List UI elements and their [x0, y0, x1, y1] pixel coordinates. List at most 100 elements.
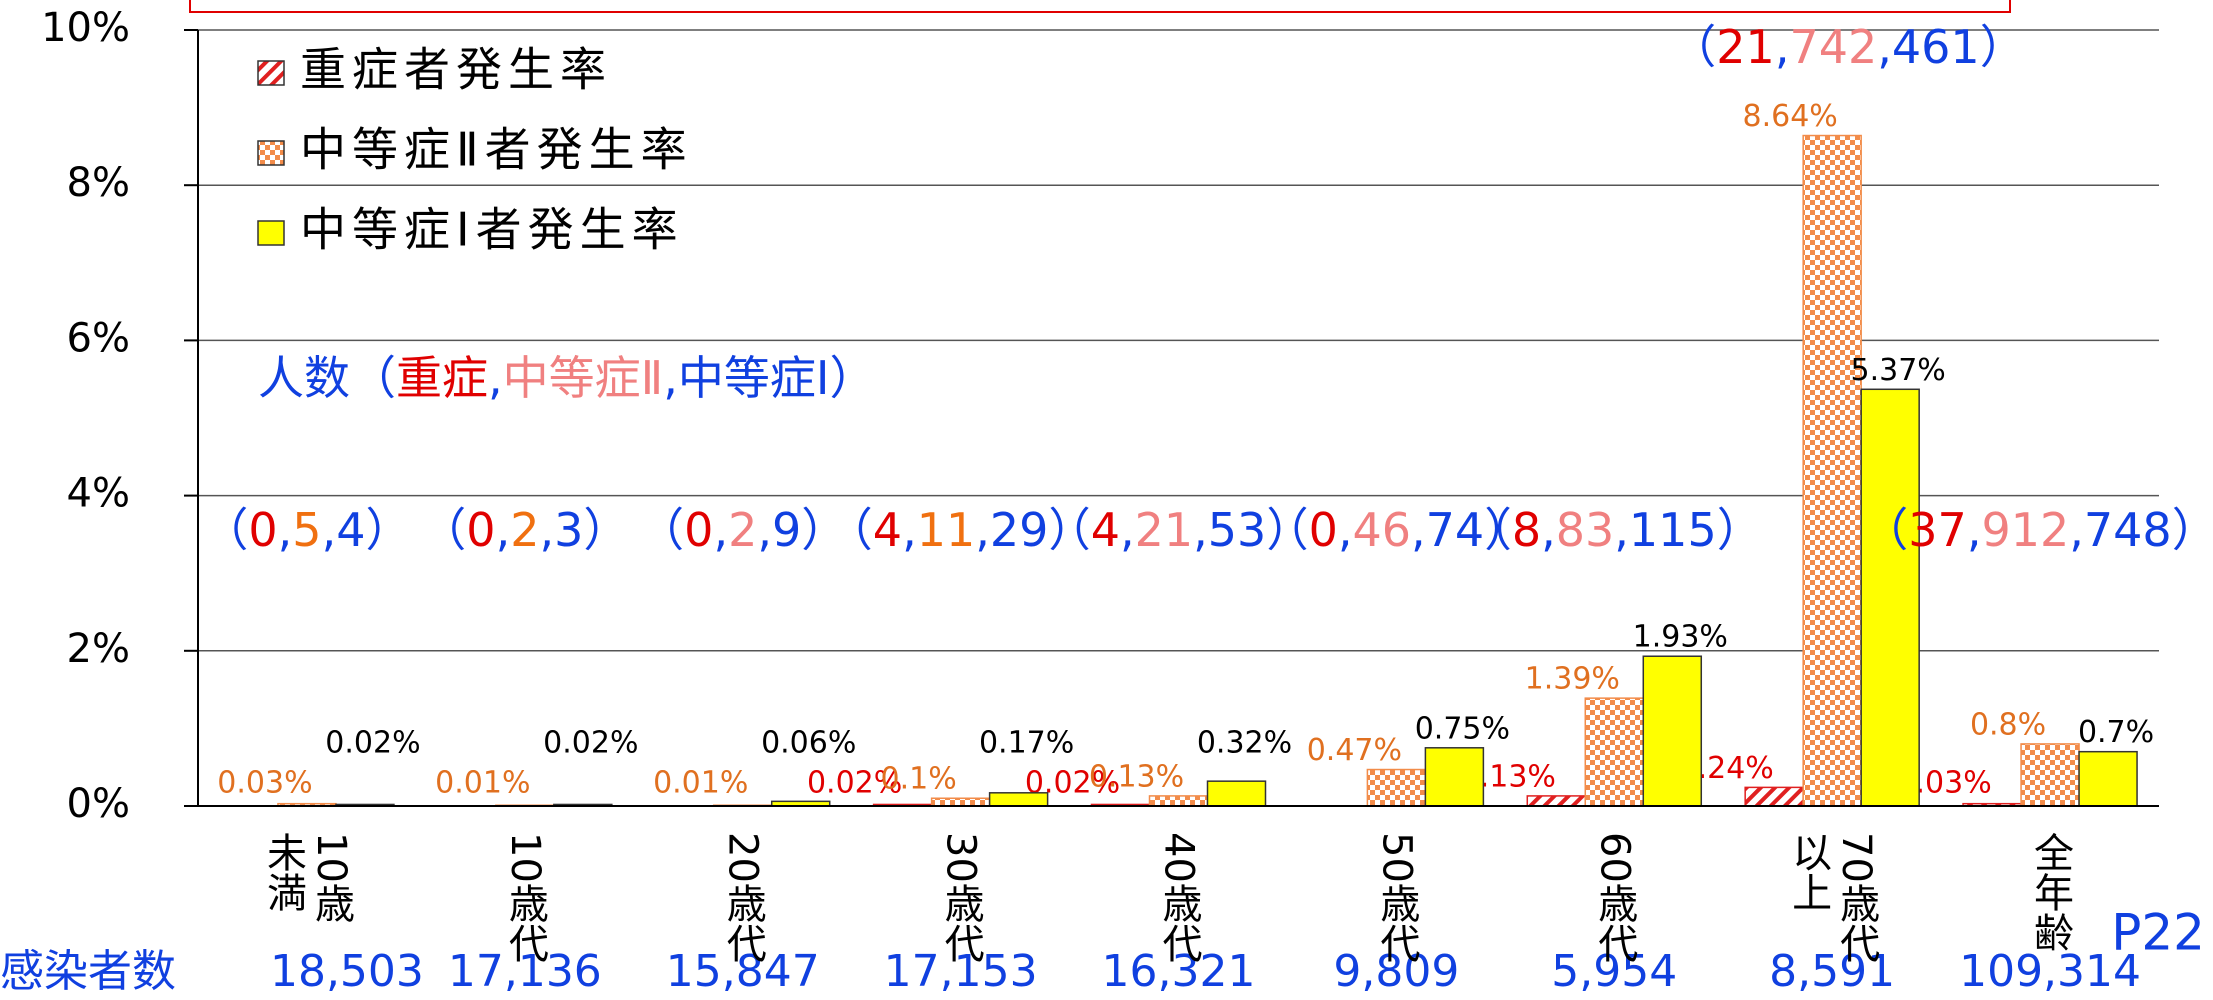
separator: ,	[902, 503, 917, 557]
bar	[1424, 747, 1485, 807]
infected-label: 感染者数	[0, 946, 176, 997]
legend-label: 重症者発生率	[300, 43, 612, 97]
count-value: 0	[248, 503, 277, 557]
count-value: 37	[1908, 503, 1967, 557]
count-value: 21	[1135, 503, 1194, 557]
count-value: 0	[466, 503, 495, 557]
data-label: 0.06%	[761, 726, 856, 761]
paren: ）	[1266, 503, 1312, 557]
count-value: 115	[1629, 503, 1717, 557]
paren: （	[1045, 503, 1091, 557]
paren: （	[1263, 503, 1309, 557]
data-label: 0.01%	[435, 766, 530, 801]
x-tick-label: 10歳 未満	[259, 832, 354, 923]
infected-count: 16,321	[1102, 946, 1256, 997]
bar	[1860, 388, 1920, 807]
bar	[1584, 697, 1645, 807]
paren: ）	[2172, 503, 2213, 557]
paren: ）	[1717, 503, 1763, 557]
data-label: 0.02%	[325, 726, 420, 761]
infected-count: 8,591	[1769, 946, 1895, 997]
paren: （	[420, 503, 466, 557]
separator: ,	[539, 503, 554, 557]
data-label: 1.39%	[1525, 662, 1620, 697]
count-value: 2	[510, 503, 539, 557]
infected-count: 5,954	[1551, 946, 1677, 997]
bar	[988, 792, 1049, 807]
separator: ,	[1411, 503, 1426, 557]
separator: ,	[496, 503, 511, 557]
paren: （	[638, 503, 684, 557]
count-group: （37,912,748）	[1862, 503, 2213, 557]
separator: ,	[1775, 20, 1790, 74]
paren: ）	[801, 503, 847, 557]
persons-note-part: ,中等症Ⅰ）	[663, 351, 875, 405]
separator: ,	[278, 503, 293, 557]
separator: ,	[1614, 503, 1629, 557]
count-value: 748	[2084, 503, 2172, 557]
count-group: （0,46,74）	[1263, 503, 1531, 557]
count-value: 742	[1789, 20, 1877, 74]
y-tick-label: 6%	[67, 315, 130, 361]
count-value: 5	[292, 503, 321, 557]
data-label: 0.75%	[1415, 711, 1510, 746]
bar	[1526, 795, 1587, 807]
paren: （	[1862, 503, 1908, 557]
count-value: 3	[554, 503, 583, 557]
infected-count: 17,153	[884, 946, 1038, 997]
count-value: 4	[1091, 503, 1120, 557]
bar	[2078, 750, 2138, 807]
paren: ）	[1980, 20, 2026, 74]
separator: ,	[1193, 503, 1208, 557]
data-label: 0.7%	[2078, 715, 2154, 750]
paren: （	[827, 503, 873, 557]
x-tick-label: 40歳代	[1155, 832, 1202, 963]
data-label: 0.02%	[543, 726, 638, 761]
count-group: （0,2,3）	[420, 503, 629, 557]
separator: ,	[322, 503, 337, 557]
infected-count: 15,847	[666, 946, 820, 997]
infected-count: 109,314	[1959, 946, 2141, 997]
legend-label: 中等症Ⅰ者発生率	[300, 203, 684, 257]
count-group: （8,83,115）	[1466, 503, 1763, 557]
legend-swatch	[257, 220, 285, 246]
count-value: 53	[1208, 503, 1267, 557]
data-label: 5.37%	[1851, 353, 1946, 388]
data-label: 0.8%	[1970, 707, 2046, 742]
x-tick-label: 全年齢	[2027, 832, 2074, 952]
count-value: 21	[1716, 20, 1775, 74]
x-tick-label: 60歳代	[1591, 832, 1638, 963]
count-group: （4,11,29）	[827, 503, 1095, 557]
count-value: 4	[336, 503, 365, 557]
count-value: 11	[917, 503, 976, 557]
separator: ,	[2069, 503, 2084, 557]
separator: ,	[1338, 503, 1353, 557]
x-tick-label: 30歳代	[937, 832, 984, 963]
separator: ,	[1877, 20, 1892, 74]
paren: （	[202, 503, 248, 557]
count-value: 2	[728, 503, 757, 557]
separator: ,	[1967, 503, 1982, 557]
data-label: 0.32%	[1197, 726, 1292, 761]
count-group: （0,5,4）	[202, 503, 411, 557]
persons-note-part: ,	[488, 351, 503, 405]
paren: ）	[1484, 503, 1530, 557]
y-tick-label: 2%	[67, 626, 130, 672]
data-label: 1.93%	[1633, 620, 1728, 655]
separator: ,	[975, 503, 990, 557]
x-tick-label: 10歳代	[501, 832, 548, 963]
infected-count: 9,809	[1333, 946, 1459, 997]
bar	[1642, 655, 1703, 807]
count-value: 83	[1556, 503, 1615, 557]
separator: ,	[713, 503, 728, 557]
separator: ,	[1120, 503, 1135, 557]
separator: ,	[757, 503, 772, 557]
y-tick-label: 8%	[67, 160, 130, 206]
count-value: 0	[684, 503, 713, 557]
data-label: 0.17%	[979, 726, 1074, 761]
bar	[1802, 134, 1862, 807]
bar	[1148, 795, 1209, 807]
data-label: 0.01%	[653, 766, 748, 801]
count-value: 74	[1426, 503, 1485, 557]
